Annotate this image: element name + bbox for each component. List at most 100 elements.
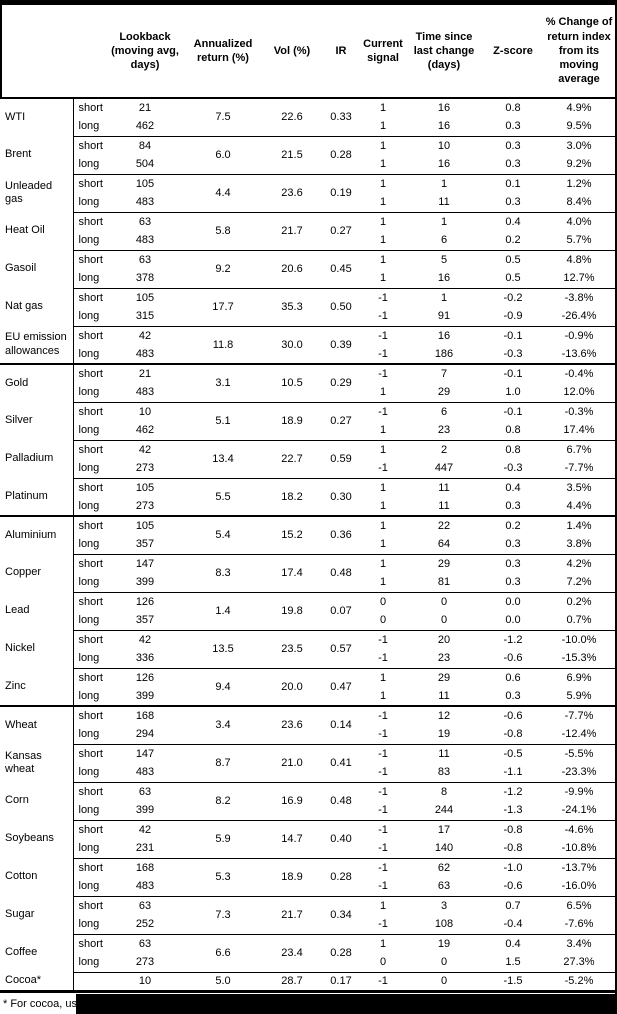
- pct-change-value: 6.5%: [543, 895, 615, 915]
- ir-value: 0.17: [321, 971, 361, 993]
- zscore-value: -0.4: [503, 918, 523, 931]
- commodity-name: Nat gas: [5, 300, 43, 313]
- current-signal-value: -1: [378, 804, 388, 817]
- pct-change-value: 4.0%: [543, 211, 615, 231]
- pct-change-value: 4.9%: [566, 102, 592, 114]
- horizon-label: short: [72, 325, 107, 345]
- ir-value: 0.27: [321, 401, 361, 440]
- table-row: long 483 -1 186 -0.3 -13.6%: [0, 345, 615, 364]
- lookback-value: 126: [107, 591, 183, 611]
- pct-change-value: 17.4%: [563, 424, 595, 437]
- lookback-value: 63: [107, 781, 183, 801]
- annualized-return-value: 8.7: [183, 743, 263, 782]
- lookback-value: 378: [135, 272, 155, 285]
- lookback-value: 21: [138, 102, 152, 114]
- lookback-value: 462: [135, 424, 155, 437]
- zscore-value: 0.3: [483, 135, 543, 155]
- pct-change-value: -13.7%: [543, 857, 615, 877]
- current-signal-value: -1: [361, 971, 405, 993]
- zscore-value: -0.1: [483, 325, 543, 345]
- commodity-name: Soybeans: [5, 832, 54, 845]
- footnote-text: * For cocoa, uses: [3, 998, 89, 1010]
- annualized-return-value: 4.4: [183, 173, 263, 212]
- commodity-name: Gasoil: [5, 262, 37, 275]
- ir-value: 0.45: [321, 249, 361, 288]
- ir-value: 0.07: [321, 591, 361, 630]
- table-row: Unleaded gas short 105 4.4 23.6 0.19 1 1 0.1 1.2%: [0, 173, 615, 212]
- vol-value: 15.2: [263, 515, 321, 554]
- zscore-value: -0.3: [503, 348, 523, 360]
- lookback-value: 399: [135, 576, 155, 589]
- time-since-value: 11: [438, 500, 450, 512]
- ir-value: 0.28: [321, 857, 361, 896]
- zscore-value: 0.6: [483, 667, 543, 687]
- horizon-label: short: [72, 211, 107, 231]
- time-since-value: 63: [437, 880, 451, 893]
- table-row: Corn short 63 8.2 16.9 0.48 -1 8 -1.2 -9.9%: [0, 781, 615, 820]
- commodity-name: Silver: [5, 414, 33, 427]
- annualized-return-value: 1.4: [183, 591, 263, 630]
- lookback-value: 105: [107, 477, 183, 497]
- horizon-label: long: [72, 269, 107, 288]
- zscore-value: -1.2: [483, 629, 543, 649]
- current-signal-value: 1: [361, 211, 405, 231]
- time-since-value: 2: [405, 439, 483, 459]
- pct-change-value: 3.8%: [566, 538, 592, 551]
- pct-change-value: -7.7%: [543, 705, 615, 725]
- current-signal-value: -1: [361, 781, 405, 801]
- annualized-return-value: 9.2: [183, 249, 263, 288]
- time-since-value: 0: [440, 956, 448, 969]
- column-header-horizon: [73, 5, 107, 99]
- current-signal-value: 1: [361, 477, 405, 497]
- horizon-label: [72, 971, 107, 993]
- lookback-value: 126: [107, 667, 183, 687]
- zscore-value: 0.8: [505, 424, 521, 437]
- lookback-value: 357: [135, 614, 155, 627]
- current-signal-value: -1: [378, 348, 388, 360]
- zscore-value: 0.3: [505, 690, 521, 702]
- lookback-value: 147: [107, 553, 183, 573]
- current-signal-value: 1: [361, 173, 405, 193]
- lookback-value: 147: [107, 743, 183, 763]
- horizon-label: short: [72, 287, 107, 307]
- current-signal-value: 1: [361, 249, 405, 269]
- commodity-name: Sugar: [5, 908, 35, 921]
- ir-value: 0.47: [321, 667, 361, 706]
- annualized-return-value: 8.3: [183, 553, 263, 592]
- zscore-value: -0.8: [503, 842, 523, 855]
- current-signal-value: 1: [379, 690, 387, 702]
- horizon-label: short: [72, 249, 107, 269]
- table-row: Silver short 10 5.1 18.9 0.27 -1 6 -0.1 -0.3%: [0, 401, 615, 440]
- time-since-value: 16: [437, 102, 451, 114]
- current-signal-value: 1: [361, 553, 405, 573]
- table-row: Zinc short 126 9.4 20.0 0.47 1 29 0.6 6.9%: [0, 667, 615, 706]
- horizon-label: long: [72, 535, 107, 554]
- zscore-value: 0.3: [505, 120, 521, 133]
- column-header-vol: Vol (%): [263, 5, 321, 99]
- pct-change-value: -3.8%: [543, 287, 615, 307]
- time-since-value: 0: [405, 971, 483, 993]
- table-row: long 483 1 6 0.2 5.7%: [0, 231, 615, 250]
- horizon-label: short: [72, 667, 107, 687]
- table-row: long 336 -1 23 -0.6 -15.3%: [0, 649, 615, 668]
- lookback-value: 483: [135, 234, 155, 247]
- zscore-value: -1.0: [483, 857, 543, 877]
- lookback-value: 84: [107, 135, 183, 155]
- pct-change-value: 7.2%: [566, 576, 592, 589]
- vol-value: 22.6: [281, 111, 303, 124]
- vol-value: 18.2: [263, 477, 321, 516]
- time-since-value: 64: [437, 538, 451, 551]
- lookback-value: 105: [107, 515, 183, 535]
- time-since-value: 83: [437, 766, 451, 779]
- zscore-value: 0.2: [505, 234, 521, 247]
- lookback-value: 273: [135, 956, 155, 969]
- table-row: Kansas wheat short 147 8.7 21.0 0.41 -1 11 -0.5-…: [0, 743, 615, 782]
- table-row: long 483 1 11 0.3 8.4%: [0, 193, 615, 212]
- current-signal-value: -1: [361, 819, 405, 839]
- horizon-label: short: [72, 705, 107, 725]
- ir-value: 0.59: [321, 439, 361, 478]
- lookback-value: 252: [135, 918, 155, 931]
- current-signal-value: -1: [378, 766, 388, 779]
- table-row: long 483 -1 83 -1.1 -23.3%: [0, 763, 615, 782]
- current-signal-value: 1: [379, 576, 387, 589]
